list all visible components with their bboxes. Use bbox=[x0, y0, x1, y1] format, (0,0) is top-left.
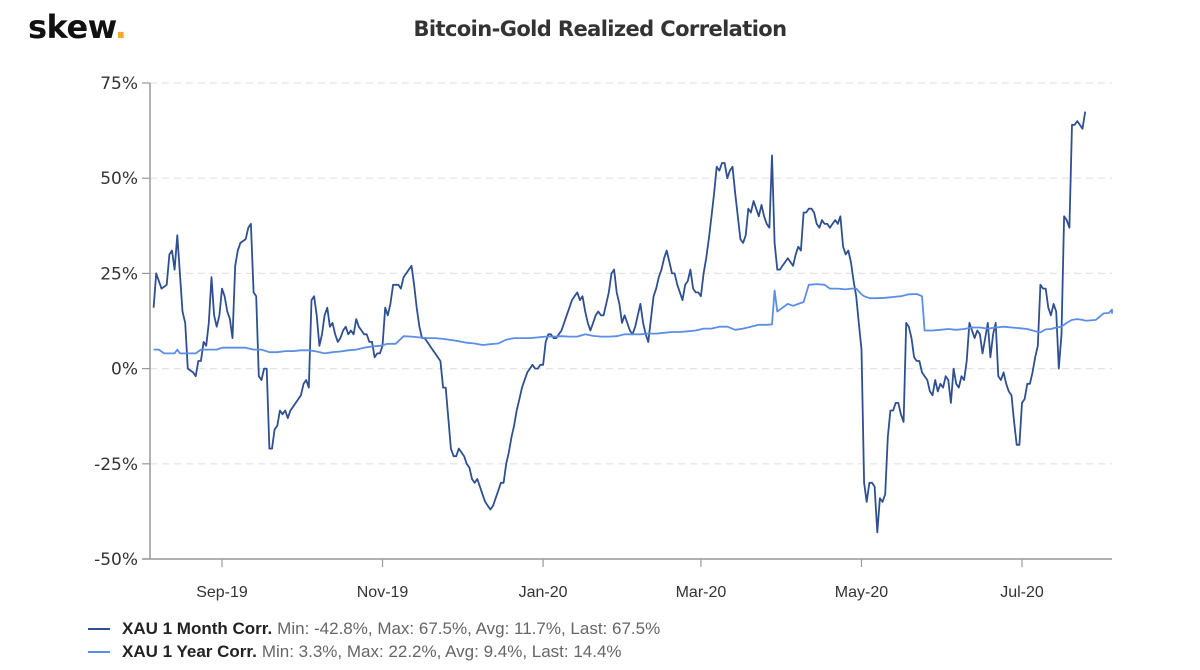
y-tick-label: 25% bbox=[100, 264, 138, 284]
skew-logo: skew. bbox=[28, 8, 127, 46]
grid-lines bbox=[150, 82, 1112, 465]
legend: XAU 1 Month Corr. Min: -42.8%, Max: 67.5… bbox=[88, 617, 660, 663]
legend-swatch-1-year bbox=[88, 650, 110, 653]
axes bbox=[142, 83, 1112, 560]
x-tick-label: Mar-20 bbox=[676, 584, 727, 601]
legend-item-1-year[interactable]: XAU 1 Year Corr. Min: 3.3%, Max: 22.2%, … bbox=[88, 640, 660, 663]
legend-swatch-1-month bbox=[88, 627, 110, 630]
logo-text: skew bbox=[28, 8, 115, 46]
x-tick-label: Nov-19 bbox=[357, 584, 409, 601]
logo-dot: . bbox=[114, 8, 127, 46]
legend-item-1-month[interactable]: XAU 1 Month Corr. Min: -42.8%, Max: 67.5… bbox=[88, 617, 660, 640]
legend-series-stats: Min: -42.8%, Max: 67.5%, Avg: 11.7%, Las… bbox=[277, 619, 661, 638]
series-lines bbox=[152, 111, 1113, 534]
y-tick-label: -25% bbox=[94, 455, 138, 475]
chart-title: Bitcoin-Gold Realized Correlation bbox=[413, 17, 788, 41]
series-line-1-year bbox=[153, 283, 1113, 355]
y-tick-label: 50% bbox=[100, 169, 138, 189]
x-axis-ticks: Sep-19 Nov-19 Jan-20 Mar-20 May-20 Jul-20 bbox=[196, 559, 1044, 601]
y-tick-label: 0% bbox=[111, 360, 138, 380]
y-axis-ticks: 75% 50% 25% 0% -25% -50% bbox=[94, 74, 150, 570]
x-tick-label: May-20 bbox=[835, 584, 888, 601]
series-line-1-month bbox=[152, 111, 1087, 534]
legend-series-name: XAU 1 Month Corr. bbox=[122, 619, 273, 638]
y-tick-label: 75% bbox=[100, 74, 138, 94]
x-tick-label: Jul-20 bbox=[1000, 584, 1044, 601]
y-tick-label: -50% bbox=[94, 550, 138, 570]
legend-series-stats: Min: 3.3%, Max: 22.2%, Avg: 9.4%, Last: … bbox=[261, 642, 622, 661]
x-tick-label: Sep-19 bbox=[196, 584, 248, 601]
legend-series-name: XAU 1 Year Corr. bbox=[122, 642, 257, 661]
x-tick-label: Jan-20 bbox=[519, 584, 568, 601]
